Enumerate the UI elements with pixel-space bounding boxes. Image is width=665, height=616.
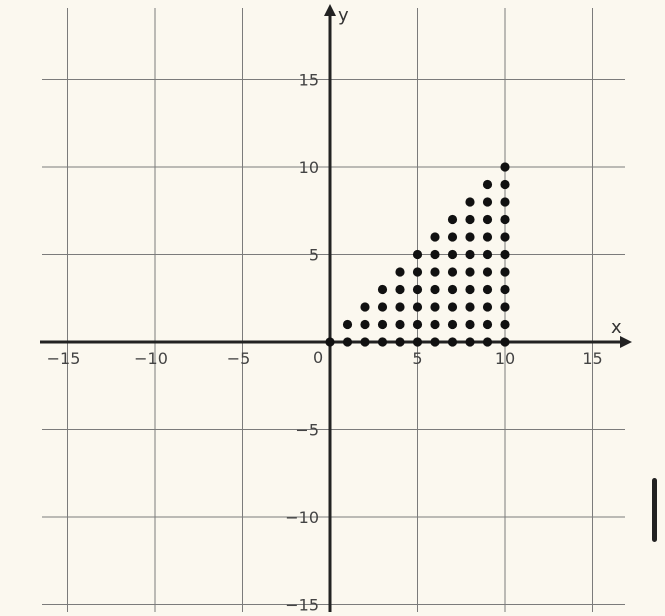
data-point: [447, 267, 458, 277]
data-point: [465, 232, 475, 242]
origin-label: 0: [313, 348, 323, 367]
data-point: [482, 249, 493, 260]
axes: [40, 4, 632, 612]
data-point: [412, 249, 423, 260]
data-point: [377, 284, 388, 295]
data-point: [500, 249, 510, 260]
data-point: [482, 214, 493, 225]
y-tick-label: −15: [285, 596, 319, 615]
data-point: [430, 337, 440, 347]
y-tick-label: 10: [299, 158, 319, 177]
data-point: [395, 267, 405, 277]
data-point: [465, 302, 475, 312]
x-tick-label: −15: [47, 349, 81, 368]
data-point: [342, 319, 353, 330]
data-point: [465, 337, 475, 347]
data-point: [395, 284, 405, 295]
y-tick-label: 15: [299, 71, 319, 90]
x-axis-label: x: [611, 317, 622, 338]
data-point: [412, 337, 423, 347]
data-point: [465, 249, 475, 260]
x-tick-label: −5: [227, 349, 251, 368]
data-point: [430, 284, 440, 295]
data-point: [500, 214, 510, 225]
y-axis-label: y: [338, 5, 349, 26]
data-point: [447, 232, 458, 242]
data-point: [412, 284, 423, 295]
data-point: [500, 302, 510, 312]
x-axis-arrow: [620, 336, 632, 348]
data-point: [482, 179, 493, 190]
data-point: [465, 319, 475, 330]
y-tick-label: −5: [295, 421, 319, 440]
data-point: [447, 302, 458, 312]
data-point: [500, 319, 510, 330]
data-point: [412, 267, 423, 277]
data-point: [447, 249, 458, 260]
data-point: [465, 214, 475, 225]
x-tick-label: 15: [582, 349, 602, 368]
data-point: [395, 337, 405, 347]
data-point: [377, 337, 388, 347]
data-point: [430, 302, 440, 312]
data-point: [482, 337, 493, 347]
data-point: [500, 267, 510, 277]
data-point: [342, 337, 353, 347]
vertical-scrollbar-thumb[interactable]: [652, 478, 657, 542]
data-point: [430, 267, 440, 277]
data-point: [377, 319, 388, 330]
x-tick-label: 10: [495, 349, 515, 368]
data-point: [482, 284, 493, 295]
data-point: [325, 337, 335, 347]
data-point: [395, 302, 405, 312]
data-point: [482, 319, 493, 330]
data-point: [500, 232, 510, 242]
data-point: [500, 162, 510, 172]
data-point: [430, 319, 440, 330]
data-point: [447, 284, 458, 295]
data-point: [360, 302, 370, 312]
grid-lines: [42, 8, 625, 612]
x-tick-label: −10: [134, 349, 168, 368]
y-tick-label: −10: [285, 508, 319, 527]
x-tick-label: 5: [412, 349, 422, 368]
data-points: [325, 162, 510, 347]
data-point: [482, 232, 493, 242]
data-point: [447, 214, 458, 225]
data-point: [482, 197, 493, 207]
data-point: [377, 302, 388, 312]
data-point: [482, 302, 493, 312]
y-tick-label: 5: [309, 246, 319, 265]
data-point: [465, 197, 475, 207]
data-point: [500, 179, 510, 190]
data-point: [465, 284, 475, 295]
y-axis-arrow: [324, 4, 336, 16]
data-point: [430, 249, 440, 260]
data-point: [412, 302, 423, 312]
data-point: [360, 319, 370, 330]
data-point: [500, 337, 510, 347]
data-point: [465, 267, 475, 277]
data-point: [447, 337, 458, 347]
data-point: [395, 319, 405, 330]
data-point: [412, 319, 423, 330]
data-point: [500, 284, 510, 295]
data-point: [447, 319, 458, 330]
data-point: [500, 197, 510, 207]
tick-labels: x y 0 −15 −10 −5 5 10 15 −15 −10 −5 5 10 15: [47, 5, 622, 615]
data-point: [360, 337, 370, 347]
data-point: [430, 232, 440, 242]
data-point: [482, 267, 493, 277]
